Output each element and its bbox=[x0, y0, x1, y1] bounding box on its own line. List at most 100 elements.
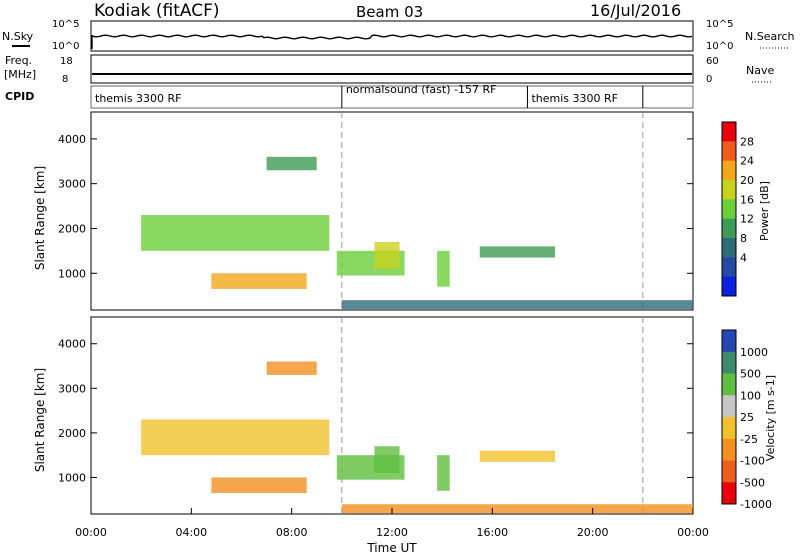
power-panel: Slant Range [km] 4000 3000 2000 1000 bbox=[33, 111, 694, 311]
data-region-4 bbox=[437, 250, 450, 287]
colorbar-tick-label: 25 bbox=[740, 411, 754, 424]
data-region-3 bbox=[374, 241, 400, 269]
nave-tick-bottom: 0 bbox=[706, 74, 712, 85]
colorbar-swatch bbox=[722, 238, 736, 258]
colorbar-tick-label: 12 bbox=[740, 213, 754, 226]
colorbar-swatch bbox=[722, 141, 736, 162]
colorbar-swatch bbox=[722, 199, 736, 220]
x-tick-label: 00:00 bbox=[677, 526, 709, 539]
freq-tick-bottom: 8 bbox=[62, 74, 68, 85]
power-y-ticks: 4000 3000 2000 1000 bbox=[58, 133, 693, 280]
nsky-tick-top: 10^5 bbox=[52, 19, 79, 30]
colorbar-tick-label: 28 bbox=[740, 135, 754, 148]
colorbar-tick-label: -100 bbox=[740, 455, 765, 468]
colorbar-swatch bbox=[722, 180, 736, 200]
colorbar-tick-label: -1000 bbox=[740, 498, 772, 511]
x-tick-label: 20:00 bbox=[577, 526, 609, 539]
velocity-ylabel: Slant Range [km] bbox=[33, 368, 47, 472]
y-tick-label: 4000 bbox=[58, 338, 86, 351]
colorbar-tick-label: 4 bbox=[740, 251, 747, 264]
x-axis-label: Time UT bbox=[366, 541, 417, 554]
nsearch-tick-top: 10^5 bbox=[706, 19, 733, 30]
date-title: 16/Jul/2016 bbox=[590, 1, 681, 20]
colorbar-tick-label: -25 bbox=[740, 433, 758, 446]
y-tick-label: 3000 bbox=[58, 382, 86, 395]
colorbar-swatch bbox=[722, 218, 736, 239]
x-tick-label: 08:00 bbox=[276, 526, 308, 539]
freq-label: Freq. bbox=[5, 54, 32, 67]
power-colorbar-label: Power [dB] bbox=[758, 181, 771, 241]
nsky-tick-bottom: 10^0 bbox=[52, 41, 79, 52]
nsky-trace bbox=[91, 34, 693, 49]
y-tick-label: 3000 bbox=[58, 178, 86, 191]
velocity-y-ticks: 4000 3000 2000 1000 bbox=[58, 338, 693, 484]
x-axis-ticks: 00:00 04:00 08:00 12:00 16:00 20:00 00:00 bbox=[75, 508, 709, 539]
colorbar-tick-label: 20 bbox=[740, 174, 754, 187]
freq-panel: Freq. [MHz] 18 8 60 0 Nave bbox=[4, 54, 774, 85]
colorbar-tick-label: 1000 bbox=[740, 346, 768, 359]
nsky-line bbox=[91, 34, 693, 49]
colorbar-frame bbox=[721, 329, 737, 505]
colorbar-frame bbox=[721, 121, 737, 297]
colorbar-swatch bbox=[722, 482, 736, 505]
colorbar-swatch bbox=[722, 438, 736, 461]
data-region-1 bbox=[211, 273, 307, 289]
power-ylabel: Slant Range [km] bbox=[33, 166, 47, 270]
data-region-7 bbox=[341, 300, 693, 310]
station-title: Kodiak (fitACF) bbox=[94, 1, 220, 21]
nave-tick-top: 60 bbox=[706, 56, 719, 67]
colorbar-swatch bbox=[722, 276, 736, 297]
colorbar-swatch bbox=[722, 417, 736, 440]
colorbar-tick-label: 24 bbox=[740, 155, 754, 168]
nave-label: Nave bbox=[746, 64, 774, 77]
colorbar-tick-label: 16 bbox=[740, 193, 754, 206]
cpid-segment-label: themis 3300 RF bbox=[95, 92, 182, 105]
y-tick-label: 2000 bbox=[58, 427, 86, 440]
power-heatmap bbox=[141, 112, 693, 310]
data-region-5 bbox=[479, 450, 556, 462]
data-region-6 bbox=[266, 361, 317, 375]
power-colorbar: 28 24 20 16 12 8 4 bbox=[721, 121, 754, 297]
cpid-segment-label: normalsound (fast) -157 RF bbox=[346, 83, 497, 96]
data-region-6 bbox=[266, 156, 317, 171]
colorbar-swatch bbox=[722, 373, 736, 396]
freq-tick-top: 18 bbox=[60, 56, 73, 67]
colorbar-swatch bbox=[722, 160, 736, 181]
cpid-segments: themis 3300 RF normalsound (fast) -157 RF… bbox=[95, 83, 644, 108]
nsearch-tick-bottom: 10^0 bbox=[706, 41, 733, 52]
y-tick-label: 2000 bbox=[58, 222, 86, 235]
x-tick-label: 04:00 bbox=[175, 526, 207, 539]
y-tick-label: 1000 bbox=[58, 267, 86, 280]
nsky-label: N.Sky bbox=[2, 30, 34, 43]
nsky-panel: N.Sky 10^5 10^0 10^5 10^0 N.Search bbox=[2, 19, 795, 52]
data-region-5 bbox=[479, 246, 556, 258]
data-region-7 bbox=[341, 504, 693, 514]
colorbar-tick-label: 100 bbox=[740, 389, 761, 402]
cpid-label: CPID bbox=[5, 90, 34, 103]
velocity-colorbar: 1000 500 100 25 -25 -100 -500 -1000 bbox=[721, 329, 772, 511]
colorbar-swatch bbox=[722, 351, 736, 374]
freq-unit: [MHz] bbox=[4, 68, 36, 81]
colorbar-swatch bbox=[722, 460, 736, 483]
colorbar-tick-label: 8 bbox=[740, 232, 747, 245]
y-tick-label: 4000 bbox=[58, 133, 86, 146]
data-region-0 bbox=[141, 215, 330, 251]
data-region-1 bbox=[211, 477, 307, 494]
beam-title: Beam 03 bbox=[356, 3, 423, 21]
velocity-panel: Slant Range [km] 4000 3000 2000 1000 bbox=[33, 316, 694, 515]
data-region-0 bbox=[141, 419, 330, 456]
velocity-colorbar-label: Velocity [m s-1] bbox=[764, 375, 777, 461]
colorbar-swatch bbox=[722, 395, 736, 418]
x-tick-label: 12:00 bbox=[376, 526, 408, 539]
y-tick-label: 1000 bbox=[58, 471, 86, 484]
colorbar-tick-label: -500 bbox=[740, 476, 765, 489]
colorbar-swatch bbox=[722, 257, 736, 278]
colorbar-swatch bbox=[722, 330, 736, 353]
colorbar-swatch bbox=[722, 122, 736, 142]
x-tick-label: 16:00 bbox=[476, 526, 508, 539]
data-region-4 bbox=[437, 455, 450, 491]
data-region-3 bbox=[374, 446, 400, 473]
velocity-heatmap bbox=[141, 317, 693, 514]
nsearch-label: N.Search bbox=[745, 30, 795, 43]
